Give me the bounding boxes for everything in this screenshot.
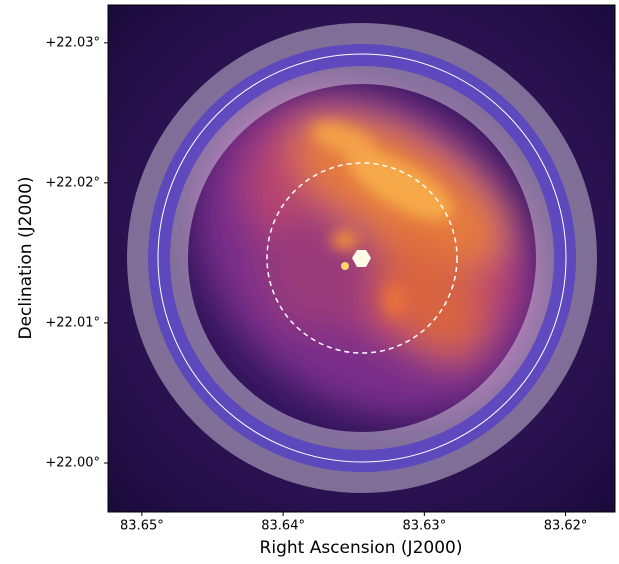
y-tick-label: +22.00° xyxy=(45,455,100,470)
x-tick-label: 83.62° xyxy=(544,519,588,534)
y-axis-label: Declination (J2000) xyxy=(16,176,36,339)
x-tick-label: 83.64° xyxy=(261,519,305,534)
x-tick-label: 83.65° xyxy=(120,519,164,534)
plot-frame xyxy=(107,4,616,513)
y-tick-label: +22.02° xyxy=(45,175,100,190)
x-axis-label: Right Ascension (J2000) xyxy=(260,538,463,558)
annulus xyxy=(127,23,597,493)
sky-image xyxy=(108,5,615,512)
y-tick-label: +22.01° xyxy=(45,315,100,330)
x-tick-label: 83.63° xyxy=(402,519,446,534)
y-tick-label: +22.03° xyxy=(45,35,100,50)
